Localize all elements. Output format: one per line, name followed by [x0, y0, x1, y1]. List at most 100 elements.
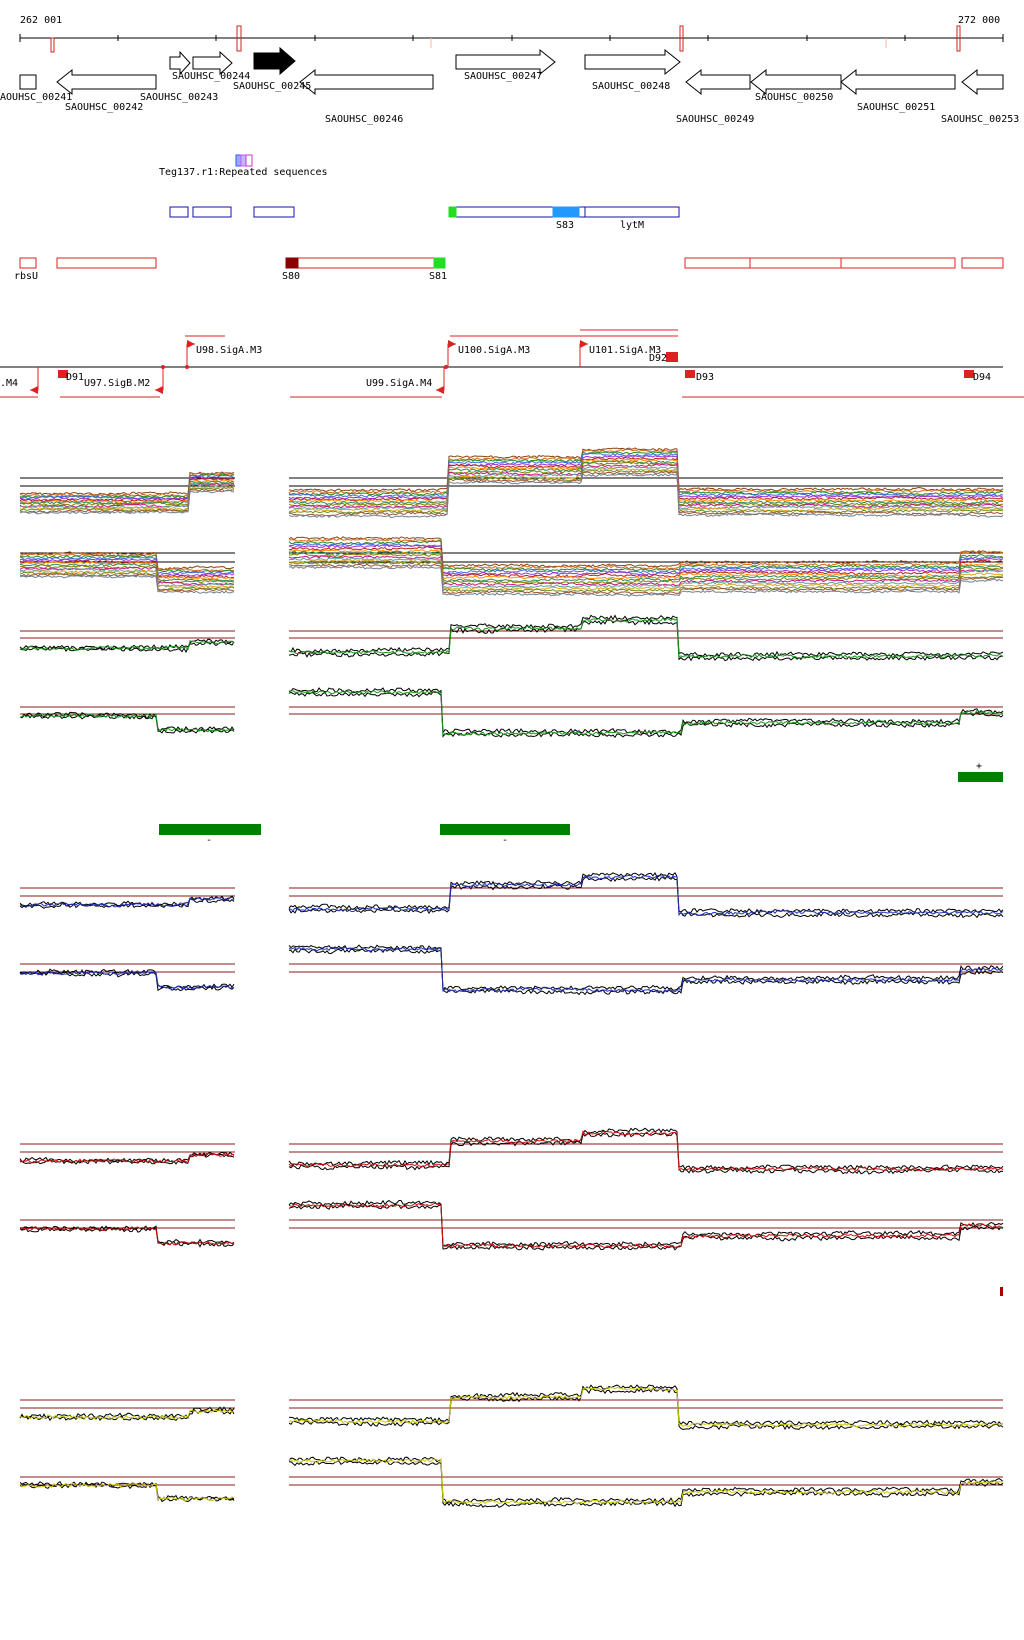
promoter-d94-block[interactable] [964, 370, 974, 378]
multi-trace-lower-left [19, 572, 235, 592]
red-feature-rbsu[interactable] [19, 257, 37, 269]
multi-trace-upper-left [19, 488, 235, 514]
gene-00244-shape[interactable] [192, 50, 233, 76]
multi-trace-lower-right [288, 561, 1004, 593]
red-trace-lower-left [19, 1226, 235, 1246]
blue-feature-track: S83 lytM [169, 206, 680, 231]
multi-trace-lower-right [288, 550, 1004, 583]
gene-00250-shape[interactable] [750, 68, 842, 96]
green-trace-upper-right [288, 617, 1004, 659]
red-feature-7[interactable] [961, 257, 1004, 269]
multi-trace-upper-right [288, 469, 1004, 514]
gene-00241-shape[interactable] [19, 74, 37, 90]
multi-trace-lower-left [19, 574, 235, 594]
multi-trace-upper-right [288, 464, 1004, 510]
green-trace-upper-right-black [288, 619, 1003, 662]
gene-00242-shape[interactable] [56, 68, 157, 96]
red-trace-upper-left [19, 1152, 235, 1164]
red-trace-lower-left-black-2 [19, 1225, 235, 1245]
multi-trace-upper-right [288, 461, 1004, 508]
blue-trace-upper-left [19, 896, 235, 908]
gene-label-00241: SAOUHSC_00241 [0, 92, 72, 103]
red-feature-2[interactable] [56, 257, 157, 269]
feature-label-s83: S83 [556, 220, 574, 231]
segment-minus-block-2[interactable] [440, 824, 570, 835]
promoter-label-u98: U98.SigA.M3 [196, 345, 262, 356]
promoter-d91-block[interactable] [58, 370, 68, 378]
multi-trace-upper-right [288, 447, 1004, 492]
repeat-block-3[interactable] [245, 154, 253, 167]
red-feature-4[interactable] [684, 257, 751, 269]
feature-s81-block [433, 257, 446, 269]
multi-trace-lower-right [288, 537, 1004, 570]
multi-trace-lower-right [288, 557, 1004, 589]
red-trace-upper-right [288, 1130, 1004, 1172]
repeat-block-1[interactable] [235, 154, 242, 167]
blue-feature-2[interactable] [192, 206, 232, 218]
green-expression-tracks [19, 614, 1004, 739]
promoter-label-u100: U100.SigA.M3 [458, 345, 530, 356]
blue-feature-lytm[interactable] [584, 206, 680, 218]
ruler-ticks [19, 34, 1004, 42]
multi-trace-lower-left [19, 551, 235, 571]
gene-00248-shape[interactable] [584, 48, 681, 76]
feature-label-s80: S80 [282, 271, 300, 282]
multi-trace-lower-left [19, 556, 235, 575]
gene-00251-shape[interactable] [840, 68, 956, 96]
gene-00243-shape[interactable] [169, 50, 191, 76]
repeat-block-2[interactable] [240, 154, 247, 167]
multi-trace-lower-left [19, 562, 235, 582]
promoter-label-u101: U101.SigA.M3 [589, 345, 661, 356]
blue-trace-upper-right [288, 874, 1004, 917]
yellow-expression-tracks [19, 1384, 1004, 1508]
multi-trace-upper-left [19, 473, 235, 499]
gene-00247-shape[interactable] [455, 48, 556, 76]
multi-trace-upper-right [288, 463, 1004, 509]
gene-00245-shape[interactable] [253, 46, 296, 76]
multi-trace-lower-right [288, 536, 1004, 568]
red-feature-s80-s81[interactable] [285, 257, 446, 269]
red-track-end-marker [1000, 1287, 1003, 1296]
feature-label-lytm: lytM [620, 220, 644, 231]
multi-trace-lower-left [19, 569, 235, 589]
feature-s83-block[interactable] [552, 206, 580, 218]
gene-00253-shape[interactable] [961, 68, 1004, 96]
multi-trace-upper-left [19, 479, 235, 504]
red-trace-lower-right-black-2 [288, 1199, 1004, 1248]
segment-plus-block[interactable] [958, 772, 1003, 782]
green-trace-upper-right-black-2 [288, 614, 1004, 658]
yellow-trace-lower-right [288, 1457, 1004, 1505]
promoter-d93-block[interactable] [685, 370, 695, 378]
feature-label-rbsu: rbsU [14, 271, 38, 282]
multi-trace-upper-left [19, 489, 234, 515]
blue-feature-1[interactable] [169, 206, 189, 218]
gene-00246-shape[interactable] [299, 68, 434, 96]
gene-00249-shape[interactable] [685, 68, 751, 96]
multi-trace-upper-right [288, 458, 1004, 504]
promoter-label-u97: U97.SigB.M2 [84, 378, 150, 389]
blue-feature-green-cap [448, 206, 457, 218]
blue-expression-tracks [19, 871, 1004, 996]
blue-trace-lower-left-black-2 [19, 968, 235, 989]
coordinate-ruler: 262 001 272 000 [19, 15, 1004, 53]
repeat-label: Teg137.r1:Repeated sequences [159, 167, 328, 178]
yellow-trace-upper-left-black-2 [19, 1406, 235, 1420]
gene-label-00249: SAOUHSC_00249 [676, 114, 754, 125]
segment-minus-block-1[interactable] [159, 824, 261, 835]
green-trace-lower-left [19, 712, 235, 733]
red-feature-5[interactable] [749, 257, 842, 269]
gene-label-00242: SAOUHSC_00242 [65, 102, 143, 113]
multi-trace-upper-right [288, 456, 1004, 502]
multicolor-expression-tracks [19, 447, 1004, 597]
gene-label-00245: SAOUHSC_00245 [233, 81, 311, 92]
multi-trace-upper-left [19, 485, 235, 511]
red-feature-6[interactable] [840, 257, 956, 269]
promoter-d92-block[interactable] [666, 352, 678, 362]
blue-feature-3[interactable] [253, 206, 295, 218]
promoter-label-sigA-m4-left: A.M4 [0, 378, 18, 389]
feature-s80-block [285, 257, 299, 269]
green-trace-lower-right-black [288, 691, 1004, 739]
gene-label-00243: SAOUHSC_00243 [140, 92, 218, 103]
